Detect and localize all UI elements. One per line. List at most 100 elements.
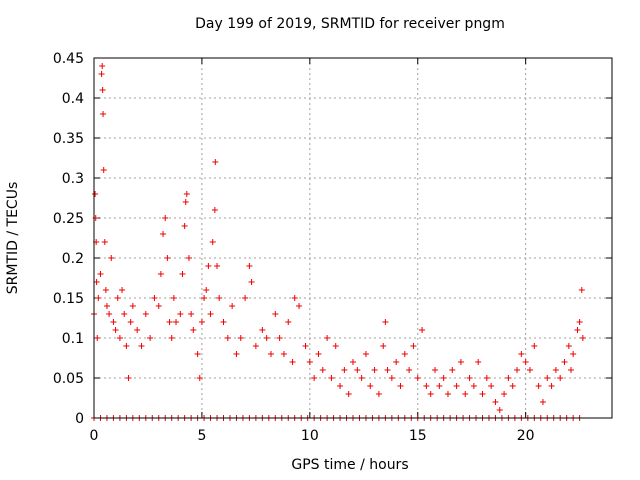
data-point — [462, 391, 469, 397]
data-point — [214, 263, 221, 269]
data-point — [570, 351, 577, 357]
data-point — [324, 335, 331, 341]
data-point — [354, 367, 361, 373]
data-point — [97, 271, 104, 277]
data-point — [173, 319, 180, 325]
data-point — [505, 375, 512, 381]
data-point — [311, 375, 318, 381]
data-point — [423, 383, 430, 389]
data-point — [440, 375, 447, 381]
data-point — [147, 335, 154, 341]
data-point — [466, 375, 473, 381]
data-point — [358, 375, 365, 381]
data-point — [291, 295, 298, 301]
data-point — [237, 335, 244, 341]
data-point — [371, 367, 378, 373]
x-tick-label: 20 — [517, 428, 535, 444]
data-point — [337, 383, 344, 389]
grid-lines — [94, 58, 612, 418]
data-point — [276, 335, 283, 341]
data-point — [522, 359, 529, 365]
y-tick-label: 0.15 — [53, 291, 84, 307]
data-point — [119, 287, 126, 293]
data-point — [198, 319, 205, 325]
data-point — [518, 351, 525, 357]
data-point — [170, 295, 177, 301]
y-tick-label: 0.1 — [62, 331, 84, 347]
data-point — [579, 335, 586, 341]
data-point — [164, 255, 171, 261]
data-point — [100, 111, 107, 117]
data-point — [406, 367, 413, 373]
data-point — [185, 255, 192, 261]
data-point — [127, 319, 134, 325]
data-point — [190, 327, 197, 333]
data-point — [194, 351, 201, 357]
data-point — [470, 383, 477, 389]
data-point — [142, 311, 149, 317]
data-point — [110, 319, 117, 325]
data-point — [401, 351, 408, 357]
data-point — [259, 327, 266, 333]
data-point — [444, 391, 451, 397]
y-tick-label: 0.25 — [53, 211, 84, 227]
x-axis-label: GPS time / hours — [291, 457, 409, 473]
data-point — [114, 295, 121, 301]
data-point — [116, 335, 123, 341]
x-tick-label: 10 — [301, 428, 319, 444]
data-point — [216, 295, 223, 301]
data-point — [95, 295, 102, 301]
data-point — [99, 87, 106, 93]
data-point — [501, 391, 508, 397]
data-point — [449, 367, 456, 373]
x-tick-label: 5 — [197, 428, 206, 444]
data-point — [419, 327, 426, 333]
data-point — [155, 303, 162, 309]
data-point — [539, 399, 546, 405]
data-point — [92, 191, 99, 197]
data-point — [574, 327, 581, 333]
data-point — [285, 319, 292, 325]
data-point — [319, 367, 326, 373]
data-point — [182, 199, 189, 205]
data-point — [332, 343, 339, 349]
data-point — [578, 287, 585, 293]
data-point — [457, 359, 464, 365]
chart-title: Day 199 of 2019, SRMTID for receiver png… — [195, 16, 505, 32]
data-point — [103, 303, 110, 309]
data-point — [224, 335, 231, 341]
data-point — [453, 383, 460, 389]
data-points — [91, 63, 586, 421]
data-point — [98, 71, 105, 77]
data-point — [93, 279, 100, 285]
data-point — [280, 351, 287, 357]
data-point — [248, 279, 255, 285]
data-point — [296, 303, 303, 309]
data-point — [209, 239, 216, 245]
data-point — [151, 295, 158, 301]
data-point — [252, 343, 259, 349]
data-point — [382, 319, 389, 325]
data-point — [267, 351, 274, 357]
data-point — [129, 303, 136, 309]
data-point — [315, 351, 322, 357]
data-point — [112, 327, 119, 333]
x-tick-label: 0 — [90, 428, 99, 444]
data-point — [188, 311, 195, 317]
data-point — [496, 407, 503, 413]
data-point — [427, 391, 434, 397]
data-point — [302, 343, 309, 349]
data-point — [166, 319, 173, 325]
data-point — [207, 311, 214, 317]
data-point — [535, 383, 542, 389]
data-point — [436, 383, 443, 389]
data-point — [531, 343, 538, 349]
data-point — [168, 335, 175, 341]
data-point — [134, 327, 141, 333]
data-point — [205, 263, 212, 269]
data-point — [306, 359, 313, 365]
data-point — [492, 399, 499, 405]
data-point — [565, 343, 572, 349]
data-point — [196, 375, 203, 381]
data-point — [263, 335, 270, 341]
